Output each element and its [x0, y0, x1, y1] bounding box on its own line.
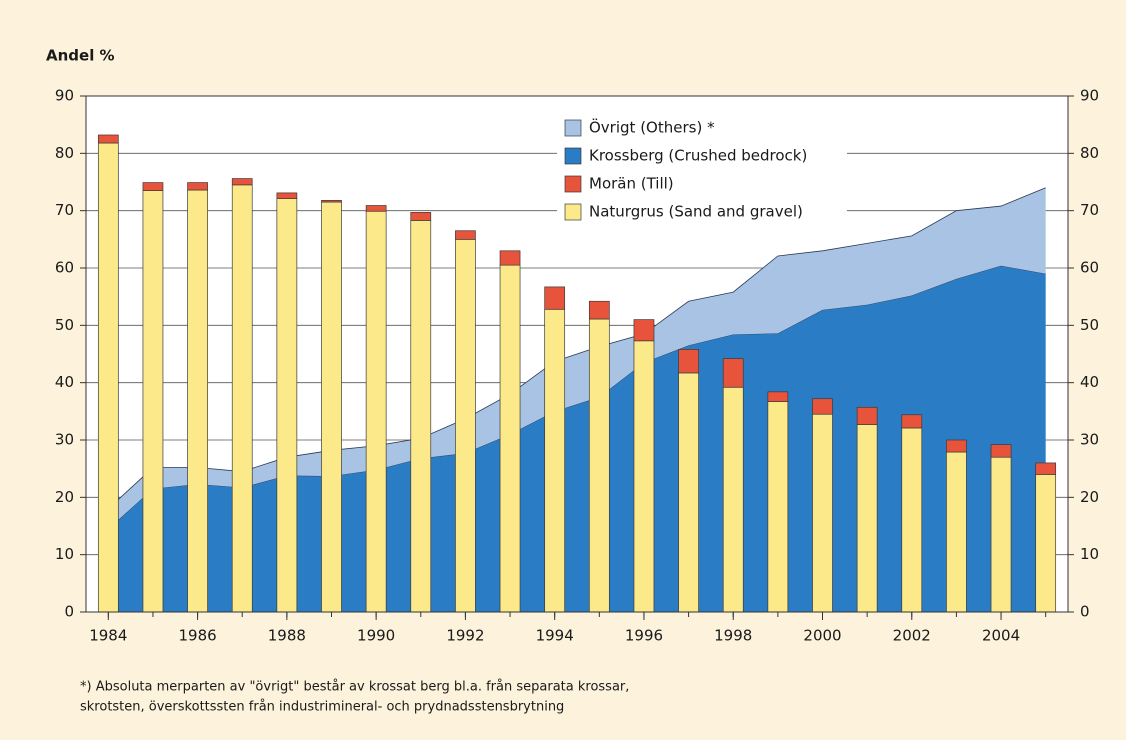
y-tick-label: 70 — [55, 201, 74, 219]
bar — [544, 308, 566, 613]
bar — [678, 349, 699, 374]
y-tick-label: 60 — [55, 259, 74, 277]
y-tick-label: 80 — [55, 144, 74, 162]
bar — [365, 210, 387, 613]
bar — [142, 182, 164, 191]
x-tick-label: 1998 — [714, 627, 752, 645]
bar — [321, 199, 342, 203]
legend-swatch — [564, 203, 582, 221]
bar — [722, 358, 744, 388]
bar — [856, 406, 878, 425]
bar — [588, 300, 610, 320]
footnote: skrotsten, överskottssten från industrim… — [80, 700, 564, 715]
legend-box — [557, 114, 847, 226]
y2-tick-label: 30 — [1080, 431, 1099, 449]
bar — [856, 424, 878, 613]
footnote: *) Absoluta merparten av "övrigt" består… — [80, 680, 629, 695]
bar — [97, 134, 119, 144]
y-tick-label: 10 — [55, 545, 74, 563]
y-tick-label: 0 — [64, 603, 74, 621]
legend-label: Övrigt (Others) * — [589, 118, 715, 137]
y2-tick-label: 50 — [1080, 316, 1099, 334]
x-tick-label: 1992 — [446, 627, 484, 645]
bar — [946, 451, 967, 613]
bar — [1035, 474, 1057, 613]
bar — [410, 220, 432, 613]
bar — [633, 319, 655, 342]
bar — [722, 386, 744, 613]
bar — [231, 184, 253, 613]
bar — [455, 230, 476, 240]
bar — [633, 340, 655, 613]
bar — [321, 201, 342, 613]
bar — [231, 178, 253, 186]
legend-swatch — [564, 119, 582, 137]
x-tick-label: 1990 — [357, 627, 395, 645]
y-tick-label: 30 — [55, 431, 74, 449]
y-tick-label: 50 — [55, 316, 74, 334]
legend-label: Krossberg (Crushed bedrock) — [589, 147, 807, 165]
bar — [990, 456, 1012, 613]
y-tick-label: 90 — [55, 87, 74, 105]
legend-label: Morän (Till) — [589, 175, 674, 193]
y2-tick-label: 70 — [1080, 201, 1099, 219]
bar — [1035, 462, 1057, 475]
bar — [901, 414, 923, 429]
bar — [946, 439, 967, 453]
bar — [97, 142, 119, 613]
y2-tick-label: 20 — [1080, 488, 1099, 506]
legend-swatch — [564, 175, 582, 193]
y-axis-label: Andel % — [46, 47, 115, 65]
bar — [678, 372, 699, 613]
x-tick-label: 1988 — [268, 627, 306, 645]
bar — [410, 212, 432, 221]
y2-tick-label: 90 — [1080, 87, 1099, 105]
bar — [365, 205, 387, 212]
bar — [455, 238, 476, 613]
bar — [767, 401, 789, 613]
bar — [499, 250, 521, 266]
y2-tick-label: 10 — [1080, 545, 1099, 563]
y-tick-label: 40 — [55, 373, 74, 391]
x-tick-label: 2002 — [893, 627, 931, 645]
y2-tick-label: 40 — [1080, 373, 1099, 391]
y-tick-label: 20 — [55, 488, 74, 506]
bar — [767, 391, 789, 402]
y2-tick-label: 80 — [1080, 144, 1099, 162]
x-tick-label: 1996 — [625, 627, 663, 645]
legend-label: Naturgrus (Sand and gravel) — [589, 203, 803, 221]
y2-tick-label: 0 — [1080, 603, 1090, 621]
bar — [499, 264, 521, 613]
bar — [276, 192, 298, 199]
bar — [812, 413, 833, 613]
bar — [990, 444, 1012, 458]
area-edge — [108, 187, 1046, 510]
area — [108, 187, 1046, 529]
x-tick-label: 2000 — [803, 627, 841, 645]
area — [108, 265, 1046, 612]
bar — [544, 286, 566, 310]
bar — [588, 318, 610, 613]
legend-swatch — [564, 147, 582, 165]
x-tick-label: 2004 — [982, 627, 1020, 645]
bar — [187, 182, 208, 191]
y2-tick-label: 60 — [1080, 259, 1099, 277]
bar — [276, 198, 298, 613]
bar — [812, 398, 833, 415]
x-tick-label: 1994 — [536, 627, 574, 645]
x-tick-label: 1984 — [89, 627, 127, 645]
x-tick-label: 1986 — [178, 627, 216, 645]
bar — [187, 189, 208, 613]
bar — [142, 190, 164, 613]
bar — [901, 427, 923, 613]
